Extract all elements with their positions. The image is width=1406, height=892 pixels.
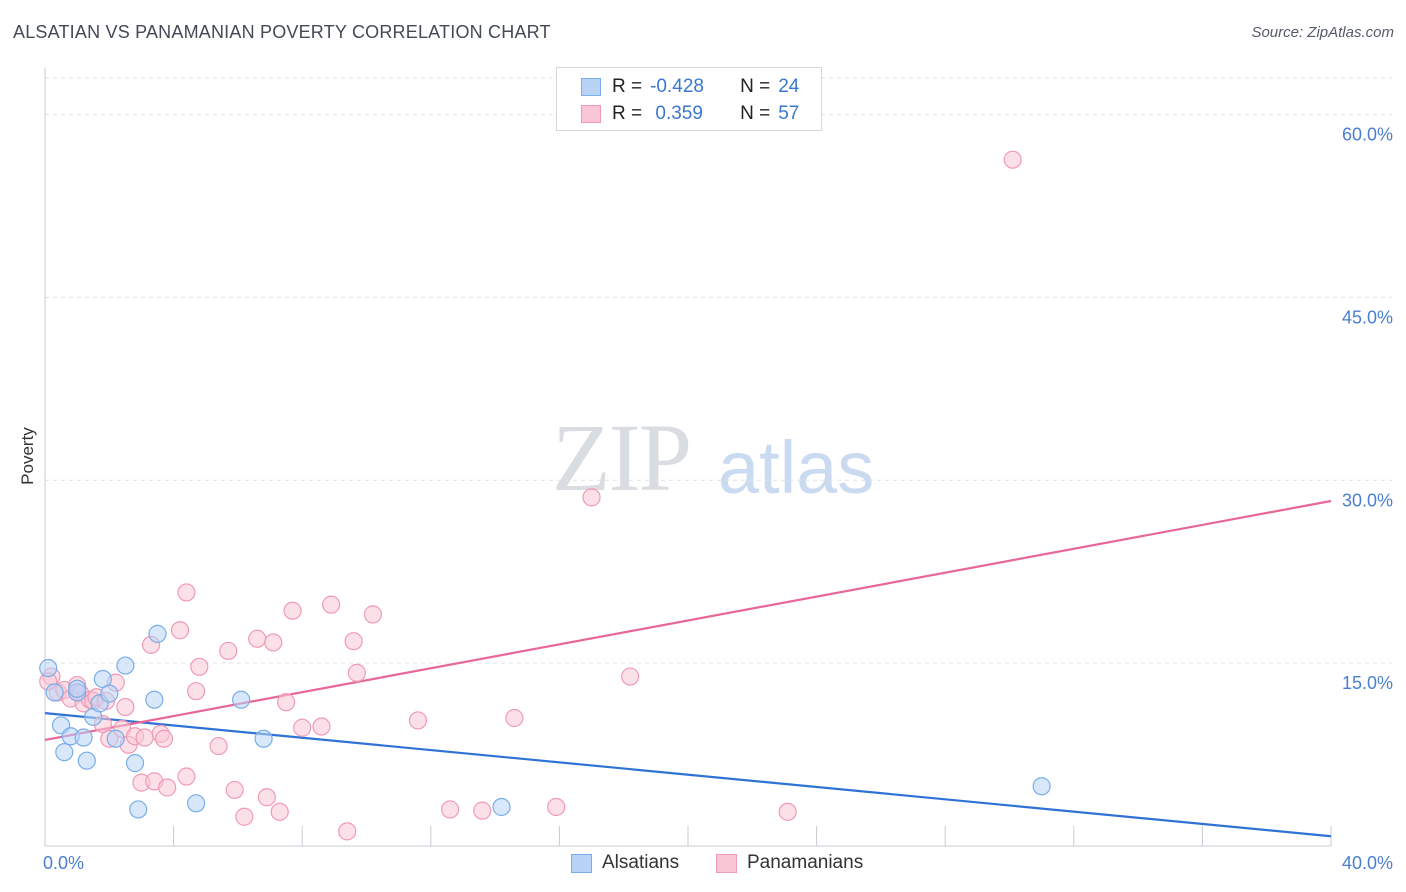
chart-title: ALSATIAN VS PANAMANIAN POVERTY CORRELATI… bbox=[13, 22, 551, 42]
panamanian-point bbox=[338, 822, 357, 841]
alsatian-point bbox=[148, 624, 167, 643]
panamanians-legend-swatch bbox=[716, 853, 737, 873]
panamanian-point bbox=[473, 801, 492, 820]
panamanian-r-label: R = bbox=[612, 103, 643, 124]
axes bbox=[44, 68, 1332, 847]
panamanian-point bbox=[363, 605, 383, 624]
alsatian-point bbox=[77, 751, 96, 770]
panamanian-point bbox=[264, 633, 283, 652]
alsatian-swatch bbox=[581, 78, 601, 96]
panamanian-point bbox=[322, 595, 341, 614]
panamanian-point bbox=[257, 788, 276, 807]
legend-item-alsatians[interactable]: Alsatians bbox=[571, 852, 679, 874]
y-tick-label: 60.0% bbox=[1342, 125, 1393, 145]
alsatian-point bbox=[45, 683, 64, 702]
alsatian-point bbox=[129, 800, 148, 819]
correlation-legend: R = -0.428 N = 24 R = 0.359 N = 57 bbox=[556, 67, 822, 131]
panamanian-point bbox=[440, 800, 460, 819]
data-points bbox=[39, 150, 1051, 841]
panamanian-point bbox=[778, 802, 797, 821]
panamanian-point bbox=[621, 667, 640, 686]
panamanian-point bbox=[177, 583, 196, 602]
legend-row-panamanians: R = 0.359 N = 57 bbox=[581, 102, 799, 126]
watermark-atlas: atlas bbox=[718, 426, 875, 509]
alsatians-legend-label: Alsatians bbox=[602, 852, 680, 873]
alsatian-point bbox=[39, 658, 58, 678]
alsatian-r-value: -0.428 bbox=[650, 76, 704, 97]
panamanian-point bbox=[1003, 150, 1022, 169]
panamanian-point bbox=[283, 601, 302, 620]
panamanian-point bbox=[225, 780, 244, 800]
alsatian-n-label: N = bbox=[740, 76, 771, 97]
alsatian-point bbox=[116, 656, 135, 675]
panamanian-point bbox=[209, 736, 228, 756]
panamanian-trend-line bbox=[44, 499, 1332, 742]
y-tick-label: 45.0% bbox=[1342, 307, 1393, 327]
alsatian-point bbox=[492, 797, 511, 817]
panamanian-point bbox=[293, 718, 312, 737]
panamanian-point bbox=[135, 728, 154, 747]
panamanian-swatch bbox=[581, 105, 601, 123]
series-legend: Alsatians Panamanians bbox=[0, 852, 1406, 878]
panamanian-point bbox=[547, 797, 566, 817]
grid-lines bbox=[45, 77, 1392, 664]
watermark-zip: ZIP bbox=[552, 404, 692, 511]
x-tick-label: 0.0% bbox=[43, 853, 84, 873]
alsatian-n-value: 24 bbox=[778, 76, 800, 97]
panamanian-point bbox=[347, 663, 366, 682]
source-credit: Source: ZipAtlas.com bbox=[1251, 24, 1394, 41]
x-tick-label: 40.0% bbox=[1342, 853, 1393, 873]
alsatian-point bbox=[232, 690, 251, 709]
alsatian-point bbox=[106, 729, 125, 748]
y-axis-label: Poverty bbox=[18, 427, 37, 485]
panamanian-point bbox=[408, 711, 428, 730]
alsatian-point bbox=[100, 684, 119, 703]
alsatian-point bbox=[55, 743, 74, 762]
panamanian-point bbox=[312, 717, 331, 736]
alsatian-point bbox=[68, 679, 87, 698]
panamanian-point bbox=[248, 629, 267, 648]
panamanians-legend-label: Panamanians bbox=[747, 852, 864, 873]
legend-item-panamanians[interactable]: Panamanians bbox=[716, 852, 863, 874]
panamanian-point bbox=[344, 632, 363, 651]
alsatian-point bbox=[125, 754, 145, 773]
panamanian-point bbox=[190, 657, 209, 676]
alsatian-point bbox=[187, 794, 206, 813]
alsatian-point bbox=[145, 690, 164, 709]
panamanian-n-label: N = bbox=[740, 103, 771, 124]
panamanian-point bbox=[505, 708, 524, 728]
panamanian-point bbox=[582, 488, 601, 507]
panamanian-point bbox=[187, 682, 206, 701]
panamanian-r-value: 0.359 bbox=[650, 103, 703, 124]
alsatian-point bbox=[74, 728, 93, 747]
panamanian-point bbox=[277, 693, 296, 712]
axis-labels: 15.0% 30.0% 45.0% 60.0% 0.0% 40.0% Poverty bbox=[18, 125, 1393, 873]
panamanian-point bbox=[219, 641, 238, 661]
panamanian-point bbox=[154, 729, 174, 748]
panamanian-point bbox=[116, 697, 135, 717]
panamanian-point bbox=[235, 807, 254, 826]
alsatians-legend-swatch bbox=[571, 853, 592, 873]
panamanian-point bbox=[270, 802, 289, 821]
panamanian-n-value: 57 bbox=[778, 103, 800, 124]
panamanian-point bbox=[158, 778, 177, 797]
y-tick-label: 15.0% bbox=[1342, 673, 1393, 693]
alsatian-point bbox=[1032, 777, 1051, 796]
panamanian-point bbox=[170, 621, 190, 640]
panamanian-point bbox=[177, 767, 196, 786]
alsatian-point bbox=[254, 729, 273, 748]
alsatian-r-label: R = bbox=[612, 76, 643, 97]
legend-row-alsatians: R = -0.428 N = 24 bbox=[581, 75, 799, 99]
y-tick-label: 30.0% bbox=[1342, 490, 1393, 510]
